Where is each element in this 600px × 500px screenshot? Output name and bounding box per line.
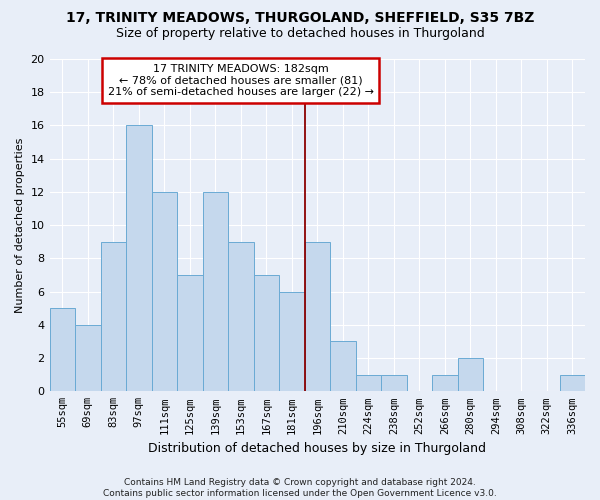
Bar (203, 192, 228, 392)
Bar (356, 374, 381, 392)
Text: 17, TRINITY MEADOWS, THURGOLAND, SHEFFIELD, S35 7BZ: 17, TRINITY MEADOWS, THURGOLAND, SHEFFIE… (66, 12, 534, 26)
Bar (560, 374, 585, 392)
Bar (101, 242, 126, 392)
Bar (381, 374, 407, 392)
Bar (50, 308, 75, 392)
Bar (432, 374, 458, 392)
Bar (75, 325, 101, 392)
Bar (126, 126, 152, 392)
Bar (152, 192, 177, 392)
Bar (305, 242, 330, 392)
Text: Size of property relative to detached houses in Thurgoland: Size of property relative to detached ho… (116, 28, 484, 40)
X-axis label: Distribution of detached houses by size in Thurgoland: Distribution of detached houses by size … (148, 442, 486, 455)
Bar (254, 275, 279, 392)
Text: 17 TRINITY MEADOWS: 182sqm
← 78% of detached houses are smaller (81)
21% of semi: 17 TRINITY MEADOWS: 182sqm ← 78% of deta… (108, 64, 374, 97)
Bar (228, 242, 254, 392)
Bar (177, 275, 203, 392)
Bar (279, 292, 305, 392)
Text: Contains HM Land Registry data © Crown copyright and database right 2024.
Contai: Contains HM Land Registry data © Crown c… (103, 478, 497, 498)
Y-axis label: Number of detached properties: Number of detached properties (15, 138, 25, 313)
Bar (330, 342, 356, 392)
Bar (458, 358, 483, 392)
